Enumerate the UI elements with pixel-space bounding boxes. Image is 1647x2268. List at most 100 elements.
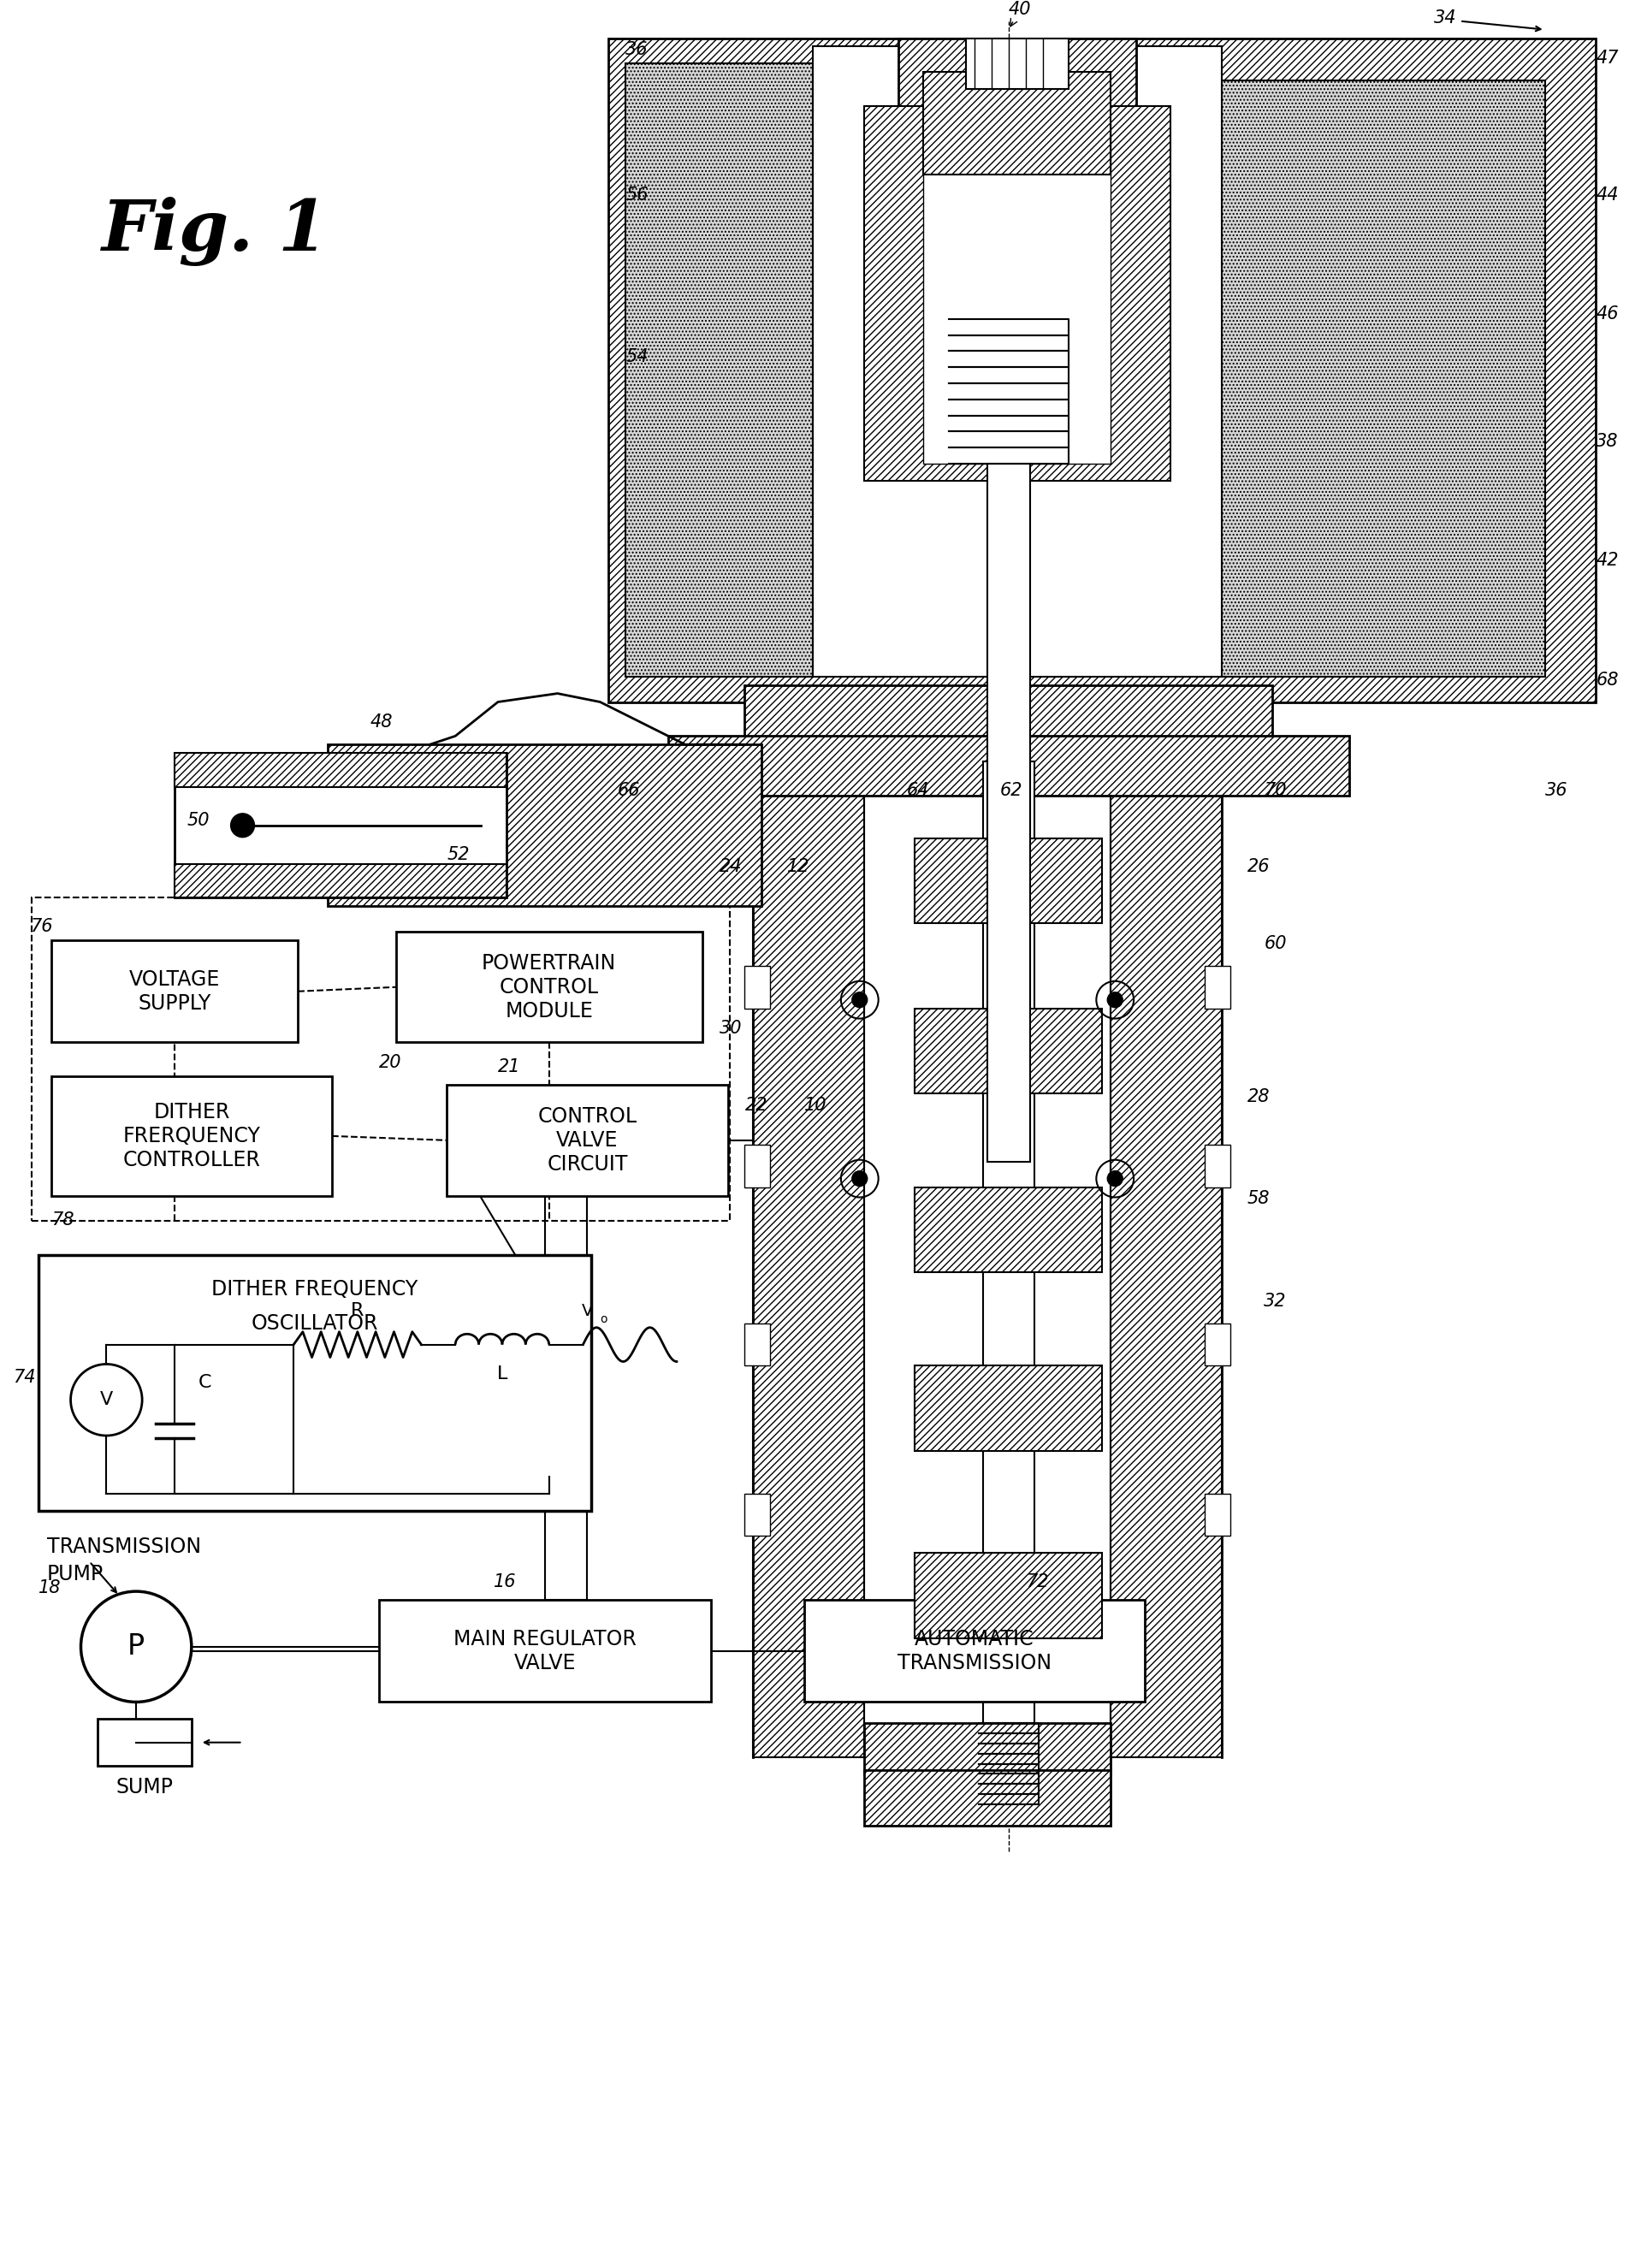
Text: 74: 74 — [13, 1370, 36, 1386]
Bar — [97, 1719, 191, 1767]
Text: 34: 34 — [1435, 9, 1458, 27]
Text: VOLTAGE
SUPPLY: VOLTAGE SUPPLY — [128, 968, 221, 1014]
Bar — [924, 122, 1110, 463]
Bar — [379, 1599, 712, 1701]
Text: 22: 22 — [744, 1098, 768, 1114]
Bar — [446, 1084, 728, 1195]
Bar — [744, 1145, 771, 1186]
Circle shape — [1107, 1170, 1123, 1186]
Text: P: P — [127, 1633, 145, 1660]
Text: o: o — [600, 1313, 608, 1325]
Bar — [898, 39, 1136, 107]
Text: 40: 40 — [1008, 0, 1031, 27]
Bar — [744, 1495, 771, 1535]
Bar — [626, 64, 814, 676]
Text: 48: 48 — [371, 714, 394, 730]
Text: 70: 70 — [1263, 782, 1286, 798]
Bar — [1204, 1145, 1230, 1186]
Bar — [1204, 966, 1230, 1009]
Bar — [814, 48, 1222, 676]
Bar — [744, 1322, 771, 1365]
Text: CONTROL
VALVE
CIRCUIT: CONTROL VALVE CIRCUIT — [537, 1107, 637, 1175]
Text: 66: 66 — [618, 782, 639, 798]
Text: 30: 30 — [720, 1021, 741, 1036]
Bar — [328, 744, 763, 907]
Text: 68: 68 — [1596, 671, 1619, 689]
Bar — [51, 941, 298, 1043]
Text: DITHER
FRERQUENCY
CONTROLLER: DITHER FRERQUENCY CONTROLLER — [122, 1102, 260, 1170]
Bar — [967, 39, 1069, 88]
Text: 60: 60 — [1263, 934, 1286, 953]
Bar — [804, 1599, 1145, 1701]
Text: 16: 16 — [494, 1574, 517, 1590]
Text: 28: 28 — [1247, 1089, 1270, 1105]
Bar — [175, 753, 506, 787]
Bar — [609, 39, 1596, 703]
Text: C: C — [198, 1374, 211, 1390]
Text: 38: 38 — [1596, 433, 1619, 449]
Text: OSCILLATOR: OSCILLATOR — [252, 1313, 379, 1334]
Text: 18: 18 — [38, 1579, 61, 1597]
Bar — [753, 796, 865, 1758]
Text: MAIN REGULATOR
VALVE: MAIN REGULATOR VALVE — [453, 1628, 636, 1674]
Text: V: V — [581, 1302, 593, 1320]
Bar — [1110, 796, 1222, 1758]
Text: 46: 46 — [1596, 306, 1619, 322]
Text: 78: 78 — [51, 1211, 74, 1229]
Bar — [916, 1554, 1102, 1637]
Text: 50: 50 — [188, 812, 209, 828]
Text: 32: 32 — [1263, 1293, 1286, 1309]
Bar — [916, 1009, 1102, 1093]
Text: R: R — [351, 1302, 364, 1320]
Text: 12: 12 — [787, 860, 810, 875]
Text: 56: 56 — [626, 186, 649, 204]
Bar — [175, 864, 506, 898]
Bar — [395, 932, 702, 1043]
Text: 44: 44 — [1596, 186, 1619, 204]
Text: 24: 24 — [720, 860, 741, 875]
Bar — [987, 463, 1029, 1161]
Bar — [1204, 1322, 1230, 1365]
Bar — [1222, 82, 1545, 676]
Text: 36: 36 — [626, 41, 649, 59]
Text: DITHER FREQUENCY: DITHER FREQUENCY — [212, 1279, 418, 1300]
Text: 20: 20 — [379, 1055, 402, 1070]
Bar — [865, 107, 1171, 481]
Text: SUMP: SUMP — [115, 1776, 173, 1799]
Circle shape — [851, 1170, 868, 1186]
Bar — [924, 73, 1110, 175]
Text: 21: 21 — [497, 1059, 520, 1075]
Bar — [744, 685, 1273, 753]
Text: Fig. 1: Fig. 1 — [102, 197, 329, 265]
Bar — [916, 1186, 1102, 1272]
Text: PUMP: PUMP — [46, 1565, 104, 1585]
Bar — [669, 737, 1349, 796]
Bar — [916, 839, 1102, 923]
Text: 42: 42 — [1596, 551, 1619, 569]
Circle shape — [1107, 991, 1123, 1007]
Text: 64: 64 — [906, 782, 929, 798]
Bar — [38, 1254, 591, 1510]
Bar — [916, 1365, 1102, 1452]
Text: 54: 54 — [626, 347, 649, 365]
Bar — [1204, 1495, 1230, 1535]
Text: L: L — [497, 1365, 507, 1383]
Text: 36: 36 — [1545, 782, 1568, 798]
Bar — [983, 762, 1034, 1724]
Text: 47: 47 — [1596, 50, 1619, 68]
Text: V: V — [100, 1390, 114, 1408]
Bar — [51, 1077, 333, 1195]
Text: 52: 52 — [446, 846, 469, 862]
Circle shape — [231, 814, 255, 837]
Text: 62: 62 — [1000, 782, 1023, 798]
Text: 58: 58 — [1247, 1191, 1270, 1207]
Bar — [865, 1724, 1110, 1774]
Bar — [865, 1769, 1110, 1826]
Text: 72: 72 — [1026, 1574, 1049, 1590]
Text: AUTOMATIC
TRANSMISSION: AUTOMATIC TRANSMISSION — [898, 1628, 1052, 1674]
Text: POWERTRAIN
CONTROL
MODULE: POWERTRAIN CONTROL MODULE — [481, 953, 616, 1021]
Text: TRANSMISSION: TRANSMISSION — [46, 1538, 201, 1558]
Text: 10: 10 — [804, 1098, 827, 1114]
Circle shape — [851, 991, 868, 1007]
Text: 76: 76 — [30, 919, 53, 934]
